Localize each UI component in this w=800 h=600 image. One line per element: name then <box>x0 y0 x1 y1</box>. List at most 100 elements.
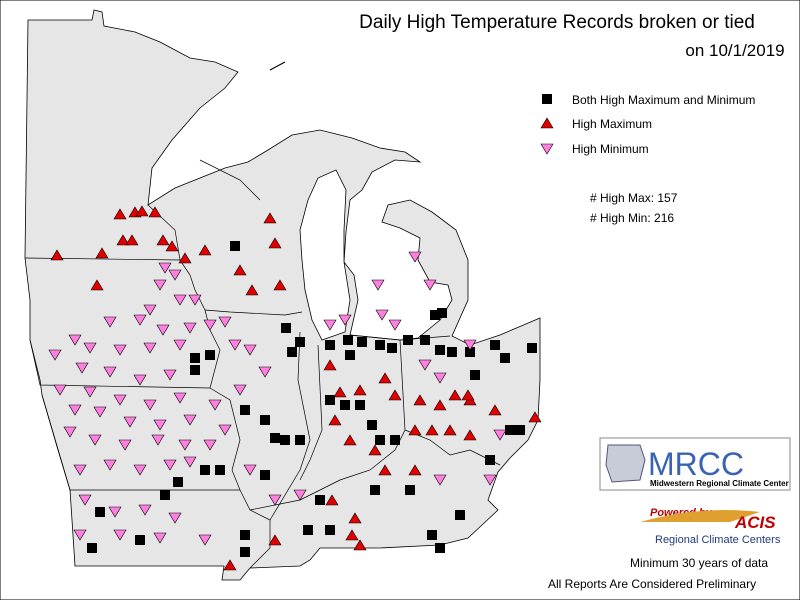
both-record-marker <box>447 347 457 357</box>
high-min-marker <box>153 419 167 431</box>
high-min-marker <box>218 424 232 436</box>
high-max-marker <box>268 534 282 546</box>
both-record-marker <box>420 335 430 345</box>
high-min-marker <box>133 374 147 386</box>
both-record-marker <box>230 241 240 251</box>
high-min-marker <box>123 416 137 428</box>
high-max-marker <box>273 279 287 291</box>
both-record-marker <box>455 510 465 520</box>
high-min-marker <box>188 294 202 306</box>
high-min-marker <box>138 504 152 516</box>
high-max-marker <box>156 234 170 246</box>
high-min-marker <box>68 334 82 346</box>
high-min-marker <box>151 434 165 446</box>
high-min-marker <box>133 464 147 476</box>
high-min-marker <box>173 294 187 306</box>
legend-triangle <box>540 117 554 129</box>
high-max-marker <box>425 424 439 436</box>
both-record-marker <box>340 400 350 410</box>
high-min-marker <box>153 279 167 291</box>
high-max-marker <box>388 389 402 401</box>
high-min-marker <box>133 314 147 326</box>
high-min-marker <box>68 404 82 416</box>
title: Daily High Temperature Records broken or… <box>359 12 755 33</box>
high-min-marker <box>48 349 62 361</box>
high-min-marker <box>53 384 67 396</box>
both-record-marker <box>370 485 380 495</box>
high-max-marker <box>233 264 247 276</box>
high-max-marker <box>353 384 367 396</box>
high-max-marker <box>263 212 277 224</box>
both-record-marker <box>303 525 313 535</box>
high-min-marker <box>198 534 212 546</box>
both-record-marker <box>470 370 480 380</box>
both-record-marker <box>500 353 510 363</box>
high-min-marker <box>75 362 89 374</box>
subtitle: on 10/1/2019 <box>685 41 784 60</box>
high-min-marker <box>183 322 197 334</box>
high-min-marker <box>203 439 217 451</box>
both-record-marker <box>355 400 365 410</box>
high-min-marker <box>233 384 247 396</box>
both-record-marker <box>515 425 525 435</box>
high-min-marker <box>218 316 232 328</box>
high-max-marker <box>90 279 104 291</box>
acis-name: ACIS <box>734 513 776 532</box>
high-min-marker <box>143 304 157 316</box>
high-max-marker <box>116 234 130 246</box>
mrcc-logo: MRCC Midwestern Regional Climate Center <box>599 437 791 491</box>
both-record-marker <box>325 525 335 535</box>
both-record-marker <box>485 455 495 465</box>
both-record-marker <box>505 425 515 435</box>
high-min-marker <box>483 474 497 486</box>
both-record-marker <box>427 530 437 540</box>
both-record-marker <box>260 415 270 425</box>
legend-label: Both High Maximum and Minimum <box>572 93 755 107</box>
high-max-marker <box>148 206 162 218</box>
both-record-marker <box>387 343 397 353</box>
high-max-marker <box>325 494 339 506</box>
both-record-marker <box>345 350 355 360</box>
high-min-marker <box>203 319 217 331</box>
high-min-marker <box>243 464 257 476</box>
high-min-marker <box>83 386 97 398</box>
acis-logo: Powered by ACIS Regional Climate Centers <box>640 507 781 546</box>
high-min-marker <box>371 279 385 291</box>
high-max-marker <box>368 444 382 456</box>
high-max-marker <box>413 394 427 406</box>
high-min-marker <box>258 366 272 378</box>
high-min-marker <box>88 434 102 446</box>
high-max-marker <box>245 284 259 296</box>
legend-square <box>542 94 552 104</box>
both-record-marker <box>95 507 105 517</box>
acis-swoosh <box>640 509 760 522</box>
high-min-marker <box>63 426 77 438</box>
logo-map <box>605 444 646 483</box>
isle-royale <box>269 61 286 71</box>
high-max-marker <box>343 434 357 446</box>
high-min-marker <box>293 489 307 501</box>
high-min-marker <box>228 339 242 351</box>
legend-label: High Maximum <box>572 117 652 131</box>
both-record-marker <box>295 337 305 347</box>
high-min-marker <box>493 429 507 441</box>
high-max-marker <box>333 386 347 398</box>
high-max-marker <box>198 244 212 256</box>
both-record-marker <box>367 420 377 430</box>
both-record-marker <box>240 530 250 540</box>
both-record-marker <box>375 435 385 445</box>
high-max-marker <box>328 414 342 426</box>
high-min-marker <box>408 251 422 263</box>
both-record-marker <box>287 347 297 357</box>
high-min-marker <box>158 262 172 274</box>
footer-note: Minimum 30 years of data <box>630 556 768 570</box>
high-max-marker <box>448 389 462 401</box>
high-max-marker <box>95 247 109 259</box>
high-min-marker <box>93 406 107 418</box>
high-max-marker <box>50 249 64 261</box>
both-record-marker <box>315 495 325 505</box>
high-max-marker <box>113 208 127 220</box>
high-min-marker <box>73 529 87 541</box>
both-record-marker <box>190 365 200 375</box>
